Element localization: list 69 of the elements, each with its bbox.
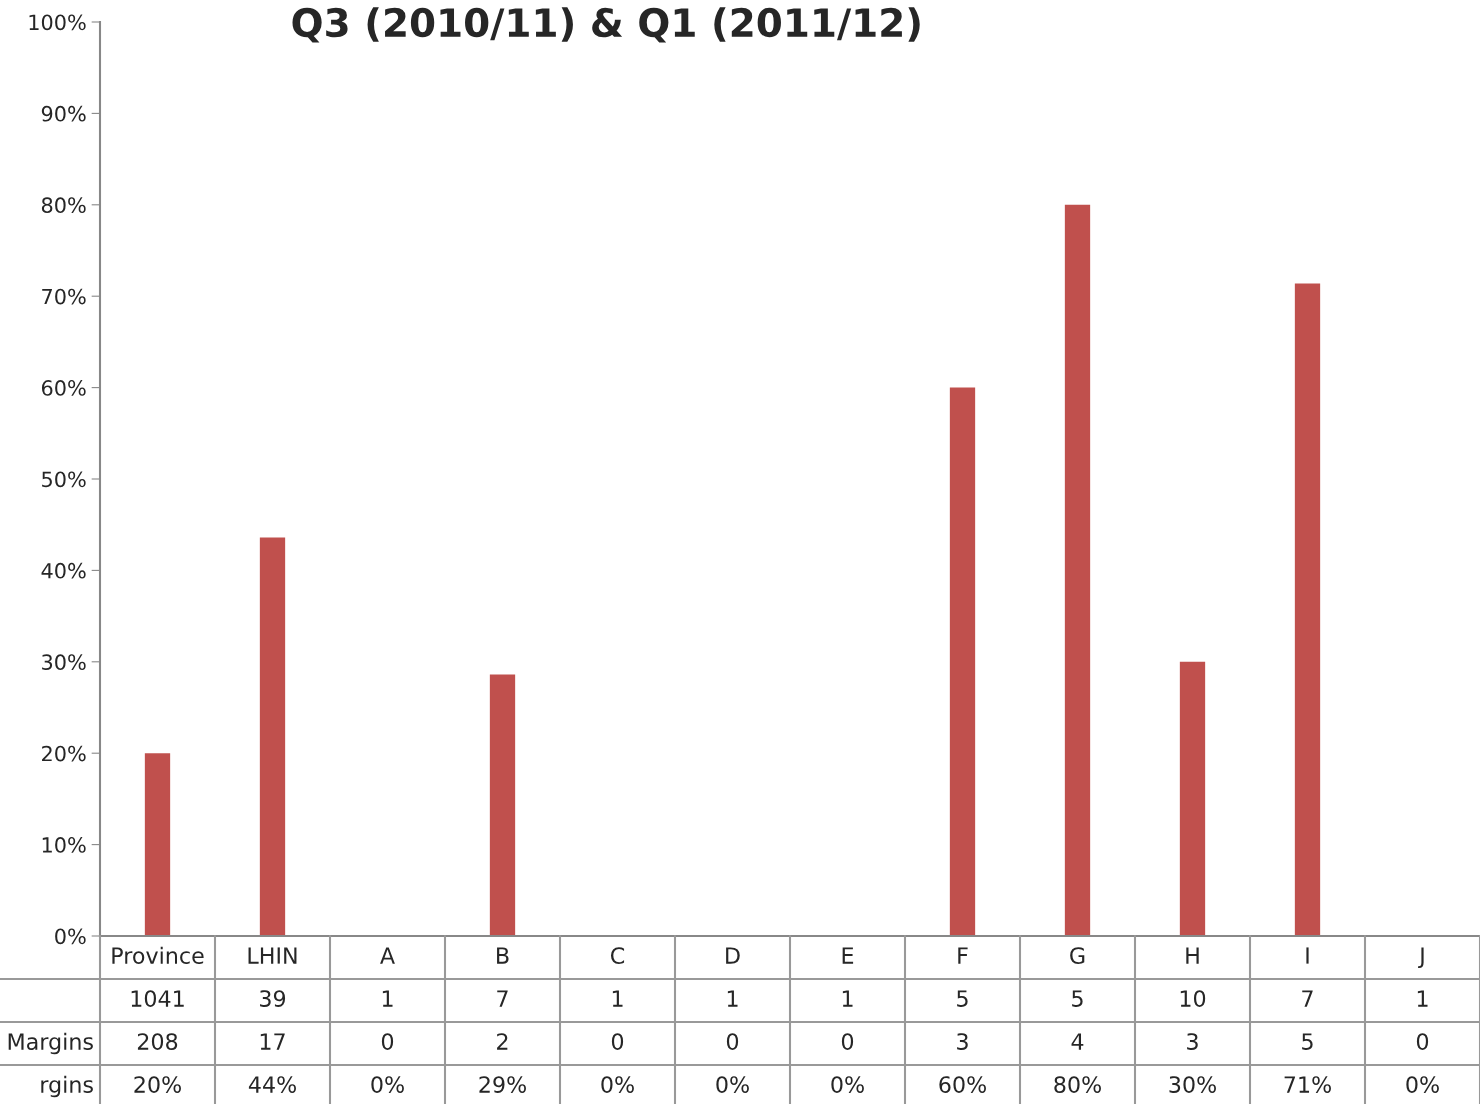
data-label: 30% bbox=[1169, 1076, 1216, 1093]
bar bbox=[259, 537, 286, 936]
text: Margins bbox=[8, 1032, 93, 1055]
y-tick-label: 100% bbox=[29, 14, 86, 31]
chart-title: Q3 (2010/11) & Q1 (2011/12) bbox=[292, 7, 920, 43]
data-label: 20% bbox=[134, 1076, 181, 1093]
bar bbox=[1294, 283, 1321, 936]
data-label: 0% bbox=[831, 1076, 864, 1093]
y-tick-label: 0% bbox=[55, 928, 86, 945]
x-tick-label: E bbox=[842, 947, 854, 964]
text: 7 bbox=[497, 990, 508, 1007]
data-label: 0% bbox=[601, 1076, 634, 1093]
y-tick-label: 60% bbox=[41, 380, 86, 396]
data-label: 29% bbox=[479, 1076, 526, 1093]
y-tick-label: 80% bbox=[41, 197, 86, 214]
text: rgins bbox=[41, 1075, 93, 1098]
x-tick-label: B bbox=[497, 947, 509, 964]
text: 1 bbox=[727, 990, 738, 1007]
x-tick-label: F bbox=[958, 947, 968, 964]
x-tick-label: A bbox=[380, 947, 395, 964]
text: 1 bbox=[612, 990, 623, 1007]
text: 2 bbox=[497, 1033, 508, 1050]
data-label: 0% bbox=[716, 1076, 749, 1093]
text: 10 bbox=[1180, 990, 1206, 1007]
data-label: 0% bbox=[1406, 1076, 1439, 1093]
text: 3 bbox=[957, 1033, 968, 1050]
data-label: 80% bbox=[1054, 1076, 1101, 1093]
x-tick-label: C bbox=[610, 947, 625, 964]
y-tick-label: 30% bbox=[42, 654, 86, 671]
x-tick-label: LHIN bbox=[248, 947, 297, 964]
y-tick-label: 10% bbox=[42, 837, 86, 853]
text: 4 bbox=[1071, 1033, 1084, 1050]
text: 39 bbox=[260, 990, 286, 1007]
text: 0 bbox=[381, 1033, 394, 1050]
text: 0 bbox=[611, 1033, 624, 1050]
text: 5 bbox=[957, 990, 968, 1007]
text: 7 bbox=[1302, 990, 1313, 1007]
x-tick-label: I bbox=[1306, 947, 1309, 964]
text: 0 bbox=[1416, 1033, 1429, 1050]
x-tick-label: G bbox=[1070, 947, 1085, 964]
x-tick-label: D bbox=[726, 947, 740, 964]
text: 1 bbox=[382, 990, 393, 1007]
bar bbox=[949, 387, 976, 936]
text: 17 bbox=[260, 1033, 285, 1050]
y-tick-label: 90% bbox=[41, 105, 86, 122]
bar bbox=[489, 674, 516, 936]
y-tick-label: 20% bbox=[42, 745, 86, 762]
text: 1041 bbox=[131, 990, 184, 1007]
text: 5 bbox=[1302, 1033, 1313, 1050]
y-tick-label: 50% bbox=[42, 471, 86, 488]
text: 5 bbox=[1072, 990, 1083, 1007]
y-tick-label: 40% bbox=[41, 562, 86, 579]
text: 1 bbox=[842, 990, 853, 1007]
text: 1 bbox=[1417, 990, 1428, 1007]
bar bbox=[144, 753, 171, 936]
text: 208 bbox=[137, 1033, 178, 1050]
x-tick-label: H bbox=[1186, 947, 1199, 964]
text: 3 bbox=[1187, 1033, 1198, 1050]
x-tick-label: J bbox=[1418, 947, 1424, 969]
bar bbox=[1179, 661, 1206, 936]
data-label: 44% bbox=[248, 1076, 296, 1093]
x-tick-label: Province bbox=[112, 946, 204, 964]
text: 0 bbox=[726, 1033, 739, 1050]
data-label: 60% bbox=[939, 1076, 986, 1093]
text: 0 bbox=[841, 1033, 854, 1050]
data-label: 71% bbox=[1284, 1076, 1331, 1093]
y-tick-label: 70% bbox=[42, 288, 86, 305]
bar bbox=[1064, 204, 1091, 936]
data-label: 0% bbox=[371, 1076, 404, 1093]
